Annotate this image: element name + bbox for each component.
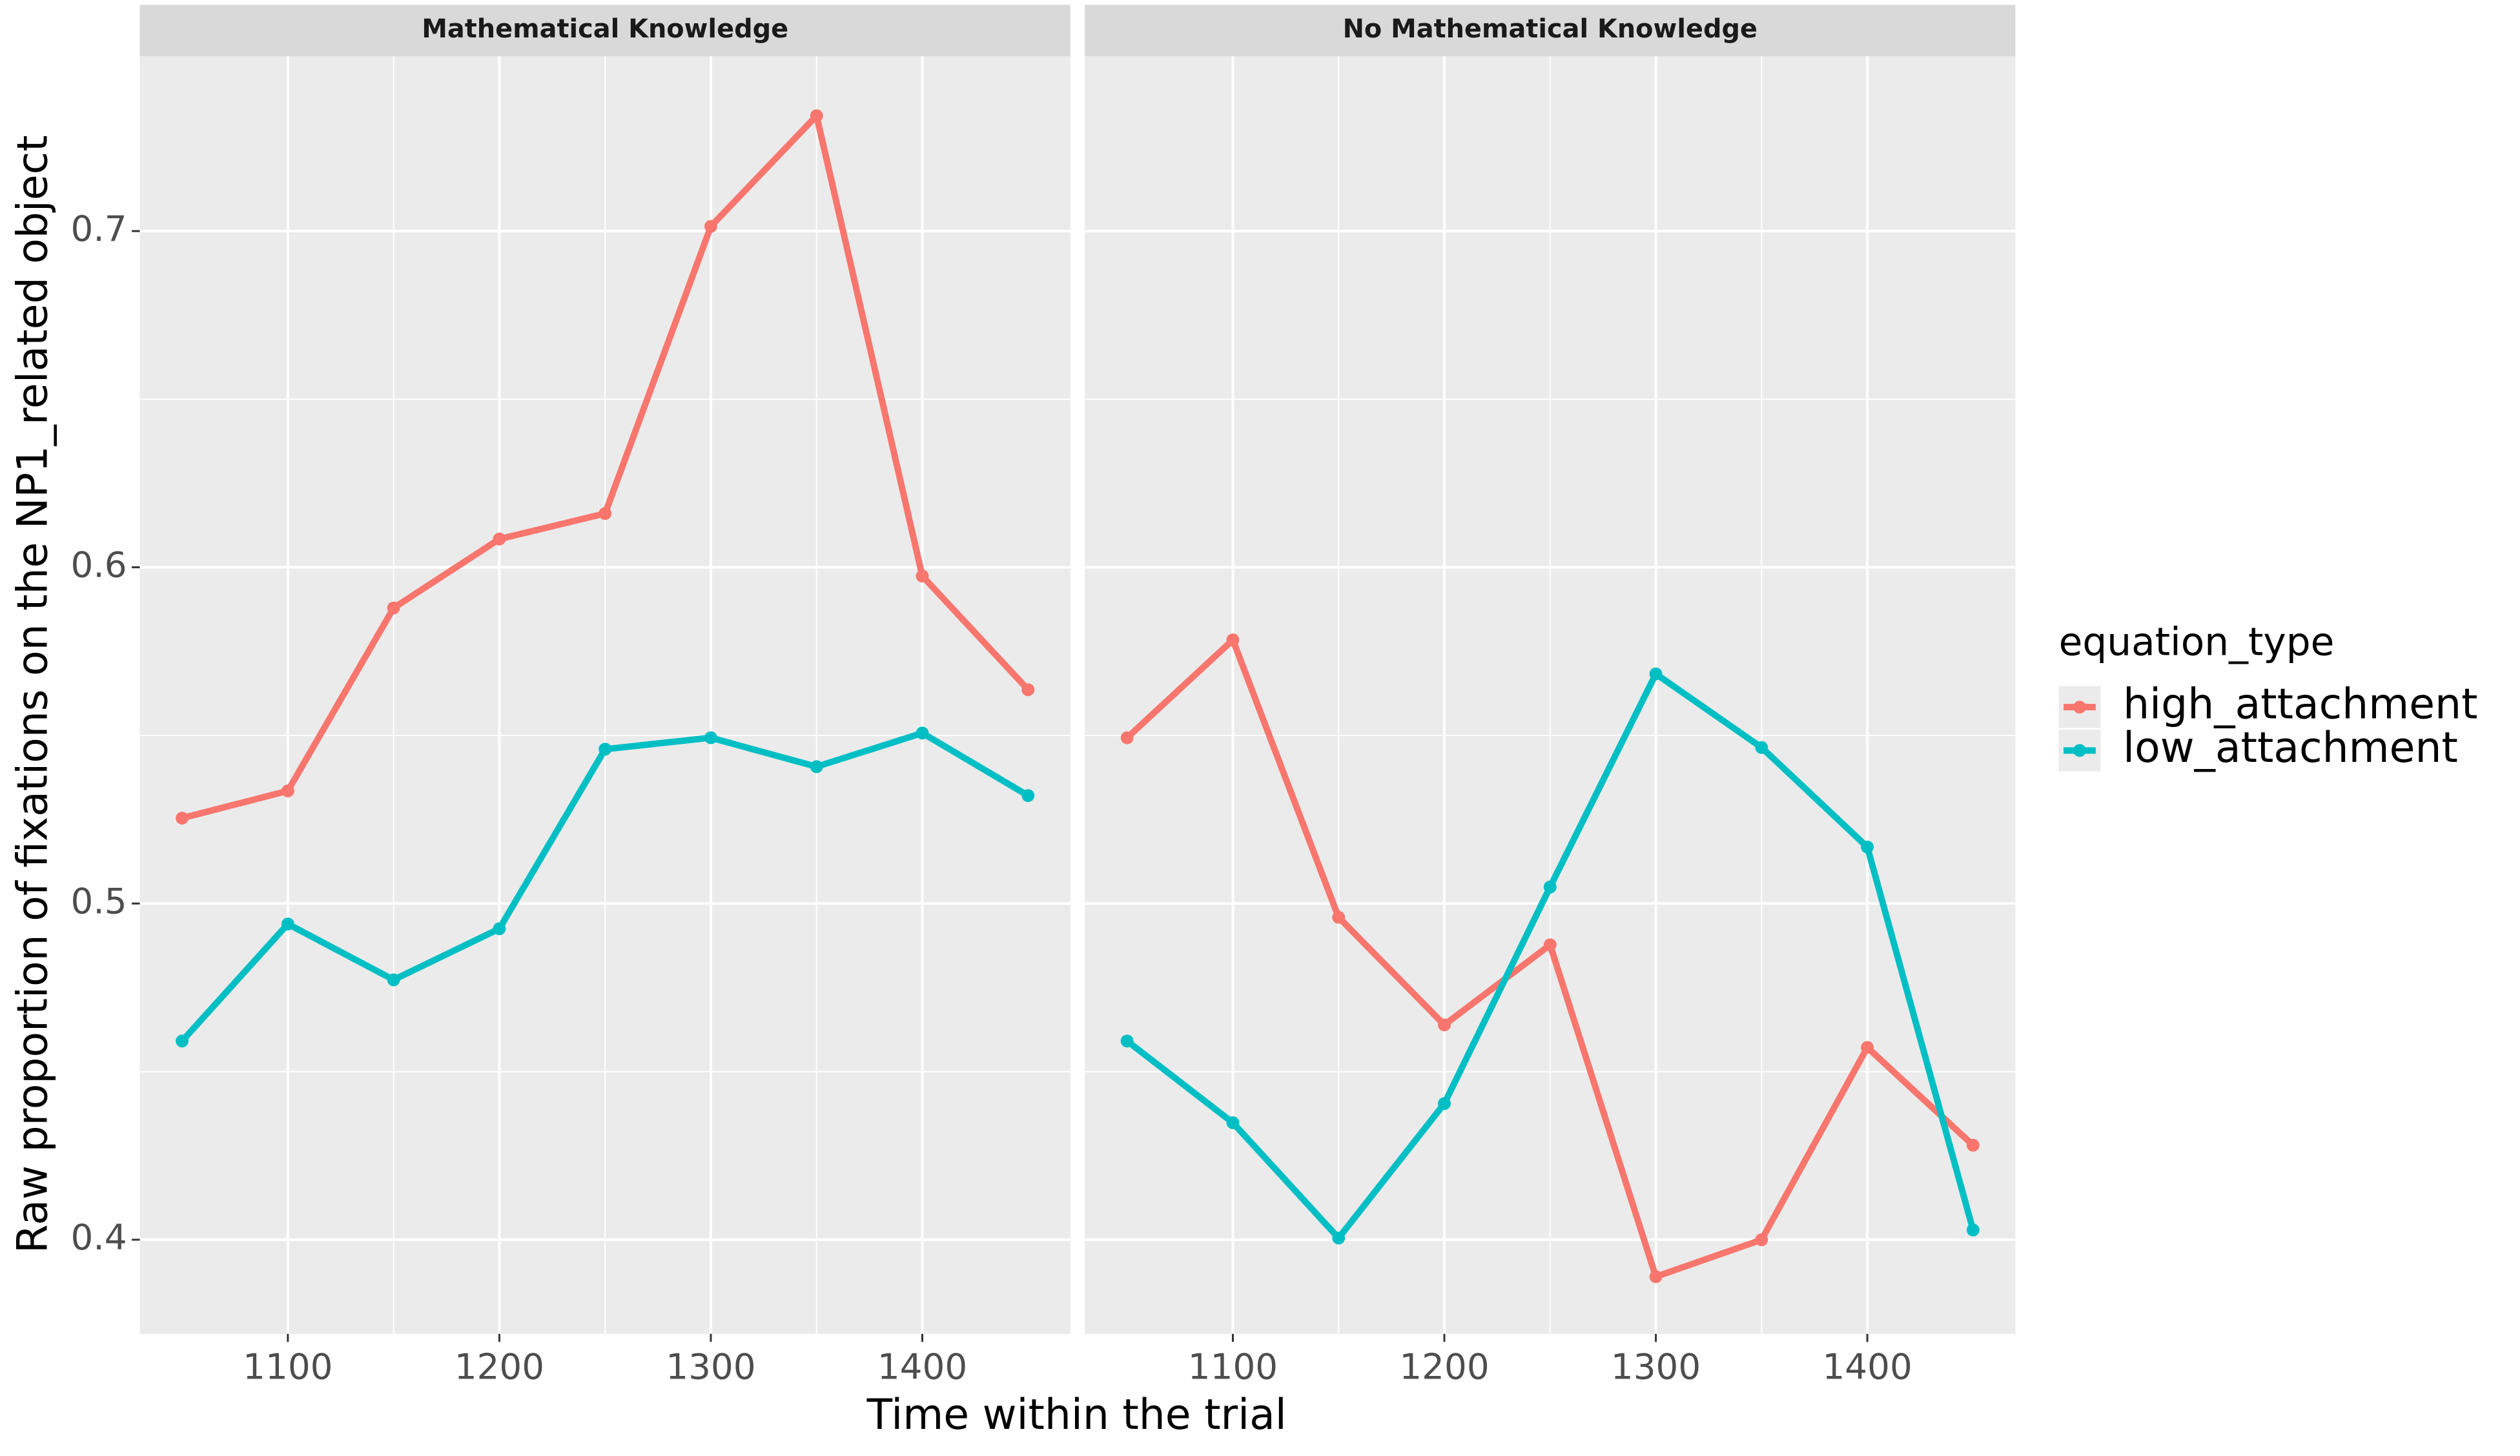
point xyxy=(810,109,823,123)
x-tick-label: 1300 xyxy=(1611,1346,1701,1388)
y-tick-label: 0.5 xyxy=(71,880,127,921)
point xyxy=(1438,1018,1451,1032)
point xyxy=(1226,633,1240,647)
x-tick-label: 1200 xyxy=(1399,1346,1489,1388)
point xyxy=(281,784,294,797)
point xyxy=(1861,1041,1874,1054)
point xyxy=(599,743,612,756)
point xyxy=(1120,1034,1134,1048)
point xyxy=(810,760,823,774)
legend-title: equation_type xyxy=(2059,620,2335,665)
strip xyxy=(1085,5,2016,57)
point xyxy=(1861,840,1874,854)
point xyxy=(1755,741,1768,754)
point xyxy=(1021,789,1035,803)
point xyxy=(599,507,612,520)
legend-label: high_attachment xyxy=(2123,681,2477,729)
point xyxy=(1543,880,1557,894)
point xyxy=(1649,1270,1663,1284)
point xyxy=(493,922,506,936)
legend-point xyxy=(2073,744,2086,757)
point xyxy=(387,973,400,987)
x-tick-label: 1100 xyxy=(1188,1346,1278,1388)
y-tick-label: 0.7 xyxy=(71,208,127,249)
point xyxy=(916,569,929,583)
point xyxy=(176,812,189,825)
y-tick-label: 0.6 xyxy=(71,544,127,586)
y-axis-label: Raw proportion of fixations on the NP1_r… xyxy=(8,135,57,1253)
point xyxy=(176,1034,189,1048)
point xyxy=(1438,1097,1451,1111)
x-tick-label: 1400 xyxy=(877,1346,967,1388)
point xyxy=(704,731,717,744)
point xyxy=(1332,1231,1346,1245)
point xyxy=(493,532,506,546)
point xyxy=(1755,1233,1768,1246)
point xyxy=(1966,1223,1980,1236)
point xyxy=(1649,667,1663,681)
x-tick-label: 1400 xyxy=(1822,1346,1912,1388)
y-tick-label: 0.4 xyxy=(71,1216,127,1258)
x-tick-label: 1200 xyxy=(455,1346,544,1388)
x-tick-label: 1100 xyxy=(243,1346,333,1388)
legend-label: low_attachment xyxy=(2123,724,2458,772)
strip xyxy=(139,5,1070,57)
point xyxy=(916,726,929,740)
legend-point xyxy=(2073,701,2086,714)
point xyxy=(281,918,294,931)
panel-title: No Mathematical Knowledge xyxy=(1343,14,1757,44)
point xyxy=(387,601,400,615)
point xyxy=(1120,731,1134,744)
x-axis-label: Time within the trial xyxy=(866,1391,1287,1439)
point xyxy=(704,220,717,233)
panel-title: Mathematical Knowledge xyxy=(422,14,788,44)
point xyxy=(1332,910,1346,924)
point xyxy=(1226,1116,1240,1129)
point xyxy=(1966,1138,1980,1152)
point xyxy=(1543,938,1557,952)
point xyxy=(1021,683,1035,697)
x-tick-label: 1300 xyxy=(666,1346,755,1388)
